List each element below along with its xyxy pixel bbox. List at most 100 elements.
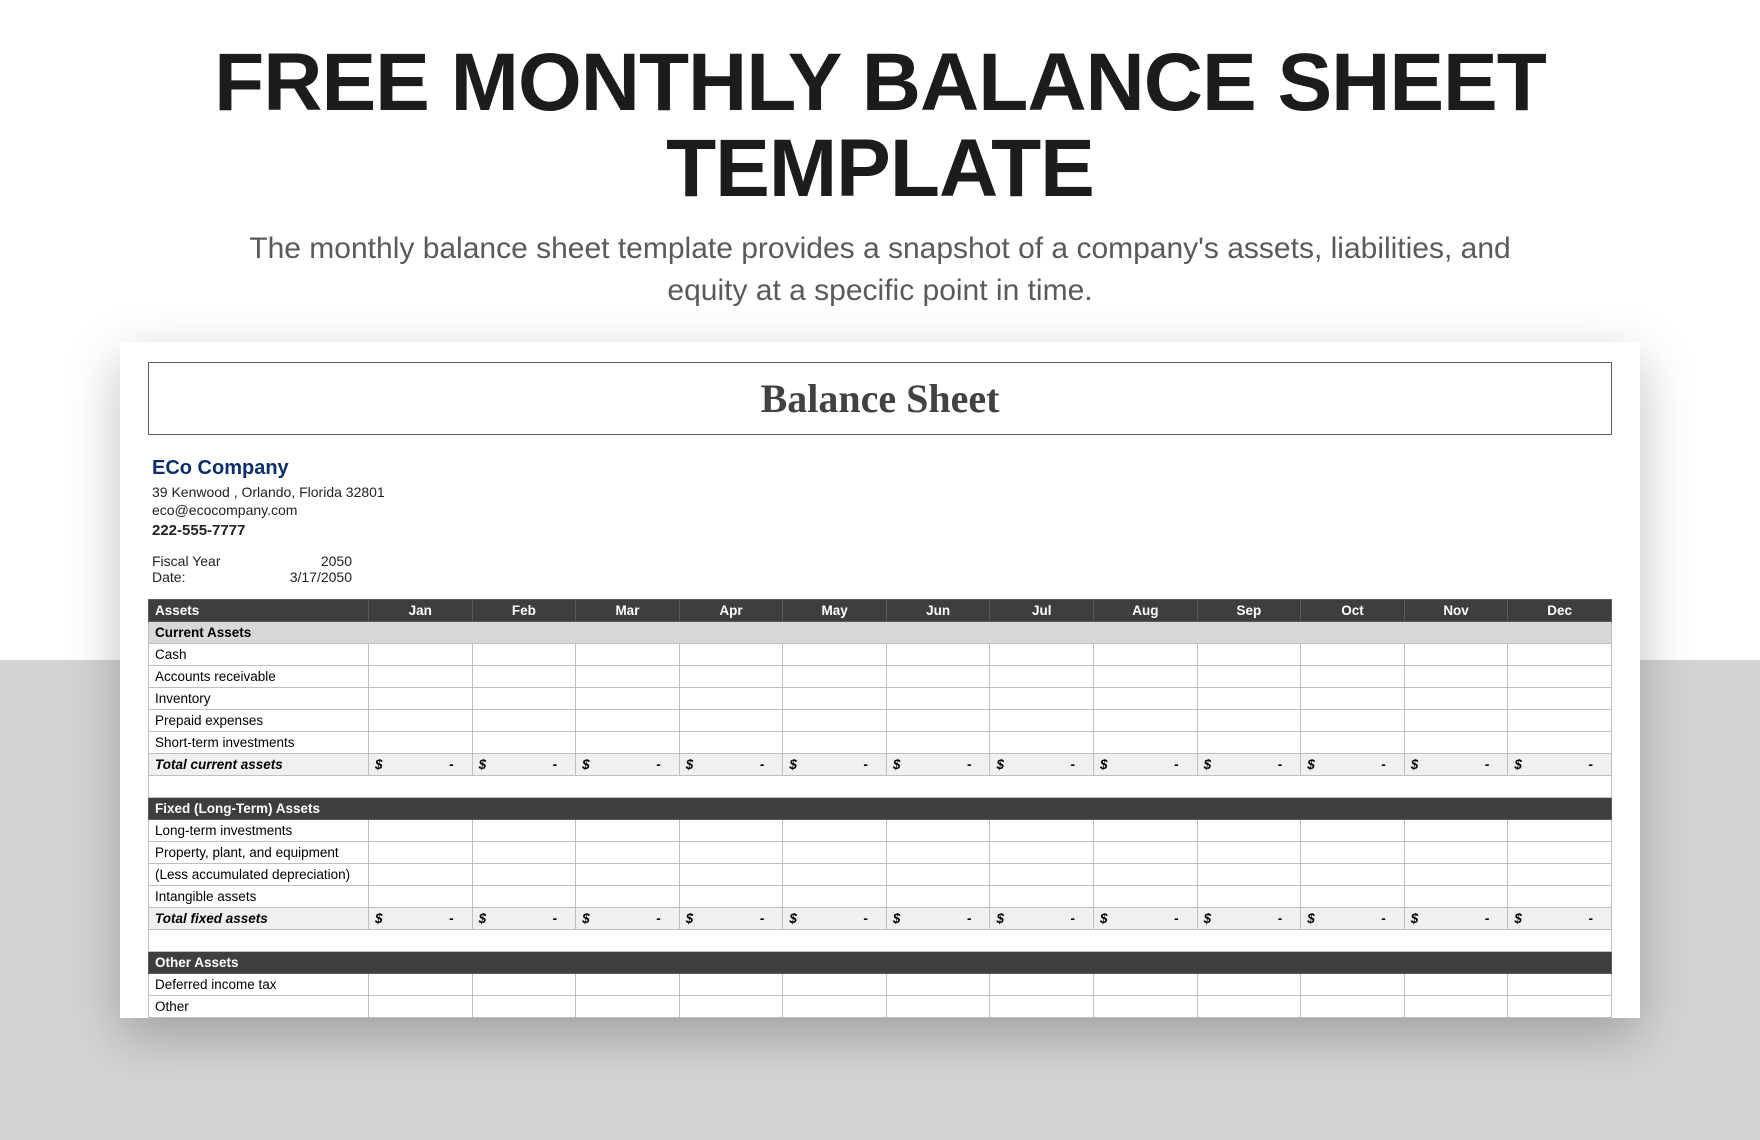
value-cell — [369, 732, 473, 754]
value-cell — [679, 886, 783, 908]
value-cell — [369, 864, 473, 886]
value-cell — [1404, 886, 1508, 908]
sheet-title: Balance Sheet — [148, 362, 1612, 435]
row-label-cell: Deferred income tax — [149, 974, 369, 996]
value-cell — [679, 864, 783, 886]
total-value-cell — [1197, 754, 1301, 776]
value-cell — [576, 996, 680, 1018]
total-row: Total current assets — [149, 754, 1612, 776]
value-cell — [1094, 688, 1198, 710]
table-row: Inventory — [149, 688, 1612, 710]
value-cell — [1094, 974, 1198, 996]
total-value-cell — [1404, 754, 1508, 776]
value-cell — [1197, 996, 1301, 1018]
value-cell — [1404, 996, 1508, 1018]
total-label-cell: Total fixed assets — [149, 908, 369, 930]
value-cell — [886, 710, 990, 732]
date-value: 3/17/2050 — [262, 569, 352, 585]
value-cell — [1197, 688, 1301, 710]
table-row: Long-term investments — [149, 820, 1612, 842]
value-cell — [472, 842, 576, 864]
total-value-cell — [472, 908, 576, 930]
subsection-header-cell: Current Assets — [149, 622, 1612, 644]
value-cell — [1301, 974, 1405, 996]
value-cell — [679, 688, 783, 710]
value-cell — [1404, 820, 1508, 842]
date-label: Date: — [152, 569, 262, 585]
value-cell — [1301, 644, 1405, 666]
fiscal-year-row: Fiscal Year 2050 — [152, 553, 1608, 569]
value-cell — [679, 666, 783, 688]
date-row: Date: 3/17/2050 — [152, 569, 1608, 585]
total-value-cell — [472, 754, 576, 776]
value-cell — [369, 688, 473, 710]
value-cell — [576, 886, 680, 908]
value-cell — [679, 996, 783, 1018]
total-value-cell — [1508, 754, 1612, 776]
value-cell — [576, 842, 680, 864]
total-value-cell — [783, 908, 887, 930]
value-cell — [1301, 886, 1405, 908]
value-cell — [886, 732, 990, 754]
value-cell — [886, 864, 990, 886]
table-row: Accounts receivable — [149, 666, 1612, 688]
fiscal-year-label: Fiscal Year — [152, 553, 262, 569]
table-row: Prepaid expenses — [149, 710, 1612, 732]
month-header-cell: Mar — [576, 600, 680, 622]
row-label-cell: (Less accumulated depreciation) — [149, 864, 369, 886]
value-cell — [783, 666, 887, 688]
value-cell — [1301, 864, 1405, 886]
table-row: Intangible assets — [149, 886, 1612, 908]
value-cell — [1404, 732, 1508, 754]
value-cell — [886, 996, 990, 1018]
row-label-cell: Accounts receivable — [149, 666, 369, 688]
value-cell — [783, 996, 887, 1018]
value-cell — [1508, 666, 1612, 688]
value-cell — [1094, 864, 1198, 886]
value-cell — [1094, 820, 1198, 842]
value-cell — [783, 886, 887, 908]
value-cell — [472, 996, 576, 1018]
value-cell — [1404, 688, 1508, 710]
value-cell — [1301, 666, 1405, 688]
value-cell — [1094, 842, 1198, 864]
value-cell — [369, 974, 473, 996]
table-row: Short-term investments — [149, 732, 1612, 754]
value-cell — [886, 666, 990, 688]
month-header-cell: Nov — [1404, 600, 1508, 622]
spacer-row — [149, 776, 1612, 798]
value-cell — [886, 644, 990, 666]
total-value-cell — [679, 754, 783, 776]
value-cell — [886, 820, 990, 842]
value-cell — [1508, 996, 1612, 1018]
month-header-cell: Jan — [369, 600, 473, 622]
company-address: 39 Kenwood , Orlando, Florida 32801 — [152, 484, 1608, 500]
value-cell — [1197, 864, 1301, 886]
value-cell — [369, 710, 473, 732]
value-cell — [1508, 688, 1612, 710]
value-cell — [369, 842, 473, 864]
value-cell — [783, 688, 887, 710]
fiscal-year-value: 2050 — [262, 553, 352, 569]
value-cell — [576, 644, 680, 666]
section-header-row: Fixed (Long-Term) Assets — [149, 798, 1612, 820]
value-cell — [472, 864, 576, 886]
value-cell — [1197, 710, 1301, 732]
table-header-row: AssetsJanFebMarAprMayJunJulAugSepOctNovD… — [149, 600, 1612, 622]
month-header-cell: Apr — [679, 600, 783, 622]
value-cell — [990, 842, 1094, 864]
spacer-row — [149, 930, 1612, 952]
total-value-cell — [1301, 754, 1405, 776]
value-cell — [886, 886, 990, 908]
value-cell — [472, 886, 576, 908]
value-cell — [1508, 886, 1612, 908]
value-cell — [1197, 842, 1301, 864]
value-cell — [1301, 820, 1405, 842]
value-cell — [472, 820, 576, 842]
row-label-cell: Prepaid expenses — [149, 710, 369, 732]
table-row: Other — [149, 996, 1612, 1018]
value-cell — [1508, 842, 1612, 864]
value-cell — [1508, 820, 1612, 842]
value-cell — [679, 732, 783, 754]
row-label-cell: Short-term investments — [149, 732, 369, 754]
